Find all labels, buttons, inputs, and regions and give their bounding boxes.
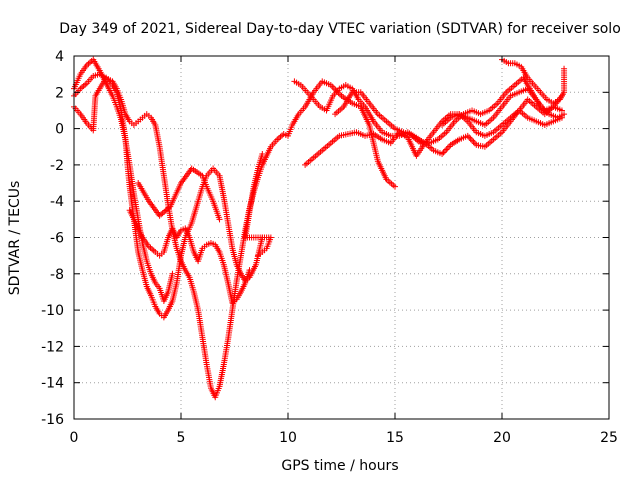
y-tick-label: 4 [55,49,64,65]
data-point [446,143,453,150]
data-point [561,111,568,118]
x-axis-ticks: 0 5 10 15 20 25 [70,56,618,446]
y-axis-ticks: -16 -14 -12 -10 -8 -6 -4 -2 0 2 4 [41,49,609,428]
x-tick-label: 25 [600,430,618,446]
y-tick-label: 2 [55,85,64,101]
data-point [443,146,450,153]
y-tick-label: 0 [55,122,64,138]
data-point [444,144,451,151]
series-sat-f [242,151,274,259]
data-point [558,114,565,121]
chart-title: Day 349 of 2021, Sidereal Day-to-day VTE… [59,21,621,37]
y-axis-label: SDTVAR / TECUs [7,181,23,296]
y-tick-label: -16 [41,412,64,428]
data-point [466,134,473,141]
x-axis-label: GPS time / hours [281,458,398,474]
x-tick-label: 0 [70,430,79,446]
data-point [561,65,568,72]
series-sat-b [71,71,266,321]
data-point [392,183,398,190]
series-sat-c [71,74,398,401]
data-point [216,216,223,223]
y-tick-label: -14 [41,376,64,392]
series-sat-j [439,107,565,139]
data-point [259,151,266,158]
data-point [470,138,477,145]
x-tick-label: 20 [493,430,511,446]
y-tick-label: -10 [41,303,64,319]
x-tick-label: 5 [177,430,186,446]
series-sat-k [499,56,568,107]
x-tick-label: 10 [279,430,297,446]
y-tick-label: -2 [50,158,64,174]
data-point [469,137,476,144]
y-tick-label: -12 [41,339,64,355]
gridlines [74,56,609,419]
data-point [169,270,176,277]
y-tick-label: -6 [50,231,64,247]
series-sat-h [302,96,565,168]
data-markers [71,56,568,401]
data-point [440,149,447,156]
data-point [246,267,253,274]
series-sat-e [135,165,223,223]
series-sat-d [126,207,253,306]
y-tick-label: -8 [50,267,64,283]
y-tick-label: -4 [50,194,64,210]
x-tick-label: 15 [386,430,404,446]
series-sat-a [71,56,176,305]
